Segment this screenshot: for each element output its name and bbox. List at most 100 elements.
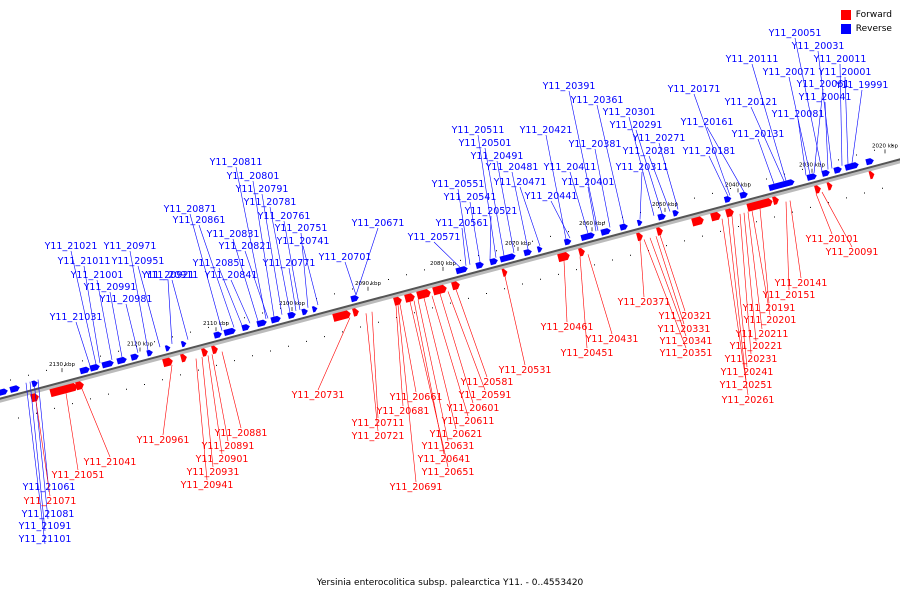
gene-label: Y11_20071: [762, 67, 816, 78]
gene-leader-line: [29, 381, 46, 532]
legend-item-forward: Forward: [840, 8, 892, 22]
gene-leader-line: [137, 265, 161, 348]
reverse-gene-arrow: [180, 340, 187, 348]
gene-leader-line: [794, 37, 823, 172]
forward-gene-arrow: [201, 348, 208, 357]
reverse-gene-arrow: [287, 311, 296, 319]
gene-leader-line: [70, 250, 97, 365]
gene-leader-line: [648, 155, 671, 212]
gene-leader-line: [785, 201, 790, 291]
gene-label: Y11_20001: [818, 67, 872, 78]
gene-leader-line: [743, 212, 757, 342]
gene-leader-line: [750, 106, 785, 182]
gene-leader-line: [344, 261, 357, 296]
gene-leader-line: [433, 241, 461, 268]
gene-leader-line: [496, 160, 515, 254]
gene-label: Y11_19991: [835, 80, 889, 91]
gene-label: Y11_20501: [458, 138, 512, 149]
gene-label: Y11_20521: [464, 206, 518, 217]
reverse-gene-arrow: [636, 219, 643, 227]
gene-leader-line: [35, 401, 51, 497]
gene-label: Y11_20261: [721, 395, 775, 406]
gene-label: Y11_20561: [435, 218, 489, 229]
gene-label: Y11_20641: [417, 454, 471, 465]
gene-leader-line: [252, 180, 275, 317]
gene-label: Y11_20271: [632, 133, 686, 144]
gene-leader-line: [25, 382, 46, 545]
forward-gene-arrow: [868, 171, 875, 180]
gene-label: Y11_20841: [204, 270, 258, 281]
gene-label: Y11_20821: [218, 241, 272, 252]
gene-leader-line: [817, 50, 833, 169]
figure-caption: Yersinia enterocolitica subsp. palearcti…: [316, 578, 584, 588]
gene-leader-line: [218, 267, 243, 326]
gene-leader-line: [587, 186, 597, 232]
gene-label: Y11_20921: [141, 270, 195, 281]
gene-leader-line: [568, 90, 599, 231]
gene-label: Y11_20721: [351, 431, 405, 442]
gene-leader-line: [747, 211, 763, 330]
gene-leader-line: [851, 89, 863, 164]
forward-gene-arrow: [772, 196, 779, 205]
gene-label: Y11_20081: [771, 109, 825, 120]
gene-label: Y11_20771: [262, 258, 316, 269]
gene-label: Y11_20121: [724, 97, 778, 108]
forward-gene-arrow: [75, 381, 84, 391]
gene-leader-line: [511, 171, 529, 250]
gene-leader-line: [283, 220, 301, 310]
gene-leader-line: [461, 227, 467, 266]
scale-tick-label: 2090 kbp: [355, 281, 381, 287]
gene-label: Y11_20441: [524, 191, 578, 202]
legend-label-forward: Forward: [855, 10, 892, 20]
gene-leader-line: [162, 364, 173, 436]
gene-label: Y11_20201: [743, 315, 797, 326]
gene-leader-line: [655, 236, 685, 325]
forward-gene-arrow: [746, 198, 773, 212]
reverse-gene-arrow: [865, 158, 874, 166]
gene-leader-line: [65, 393, 79, 471]
gene-label: Y11_20401: [561, 177, 615, 188]
reverse-gene-arrow: [475, 261, 484, 269]
backbone-line: [0, 158, 900, 400]
forward-gene-arrow: [332, 310, 351, 322]
gene-label: Y11_20731: [291, 390, 345, 401]
reverse-gene-arrow: [672, 209, 679, 217]
reverse-gene-arrow: [770, 179, 795, 191]
gene-leader-line: [317, 317, 351, 391]
backbone-shadow: [0, 159, 900, 403]
gene-label: Y11_20011: [813, 54, 867, 65]
gene-label: Y11_20171: [667, 84, 721, 95]
scale-tick-label: 2110 kbp: [203, 321, 229, 327]
gene-leader-line: [288, 267, 297, 312]
gene-leader-line: [635, 129, 663, 214]
forward-gene-arrow: [416, 289, 431, 300]
gene-leader-line: [569, 171, 589, 234]
gene-leader-line: [457, 188, 471, 265]
forward-gene-arrow: [501, 268, 508, 277]
reverse-gene-arrow: [821, 169, 830, 177]
gene-leader-line: [484, 147, 505, 256]
forward-gene-arrow: [432, 284, 447, 296]
gene-label: Y11_20981: [99, 294, 153, 305]
gene-label: Y11_20481: [485, 162, 539, 173]
gene-leader-line: [125, 303, 139, 354]
gene-label: Y11_20421: [519, 125, 573, 136]
gene-label: Y11_21021: [44, 241, 98, 252]
gene-leader-line: [504, 276, 526, 366]
gene-label: Y11_20811: [209, 157, 263, 168]
gene-label: Y11_20851: [192, 258, 246, 269]
reverse-gene-arrow: [600, 228, 611, 236]
gene-leader-line: [797, 118, 807, 176]
gene-label: Y11_21001: [70, 270, 124, 281]
reverse-gene-arrow: [657, 213, 666, 221]
gene-label: Y11_20341: [659, 336, 713, 347]
gene-label: Y11_20701: [318, 252, 372, 263]
reverse-gene-arrow: [499, 253, 516, 263]
reverse-gene-arrow: [311, 306, 318, 313]
gene-leader-line: [813, 88, 824, 174]
gene-label: Y11_20061: [796, 79, 850, 90]
gene-label: Y11_20901: [195, 454, 249, 465]
forward-gene-arrow: [211, 345, 218, 355]
gene-label: Y11_20741: [276, 236, 330, 247]
